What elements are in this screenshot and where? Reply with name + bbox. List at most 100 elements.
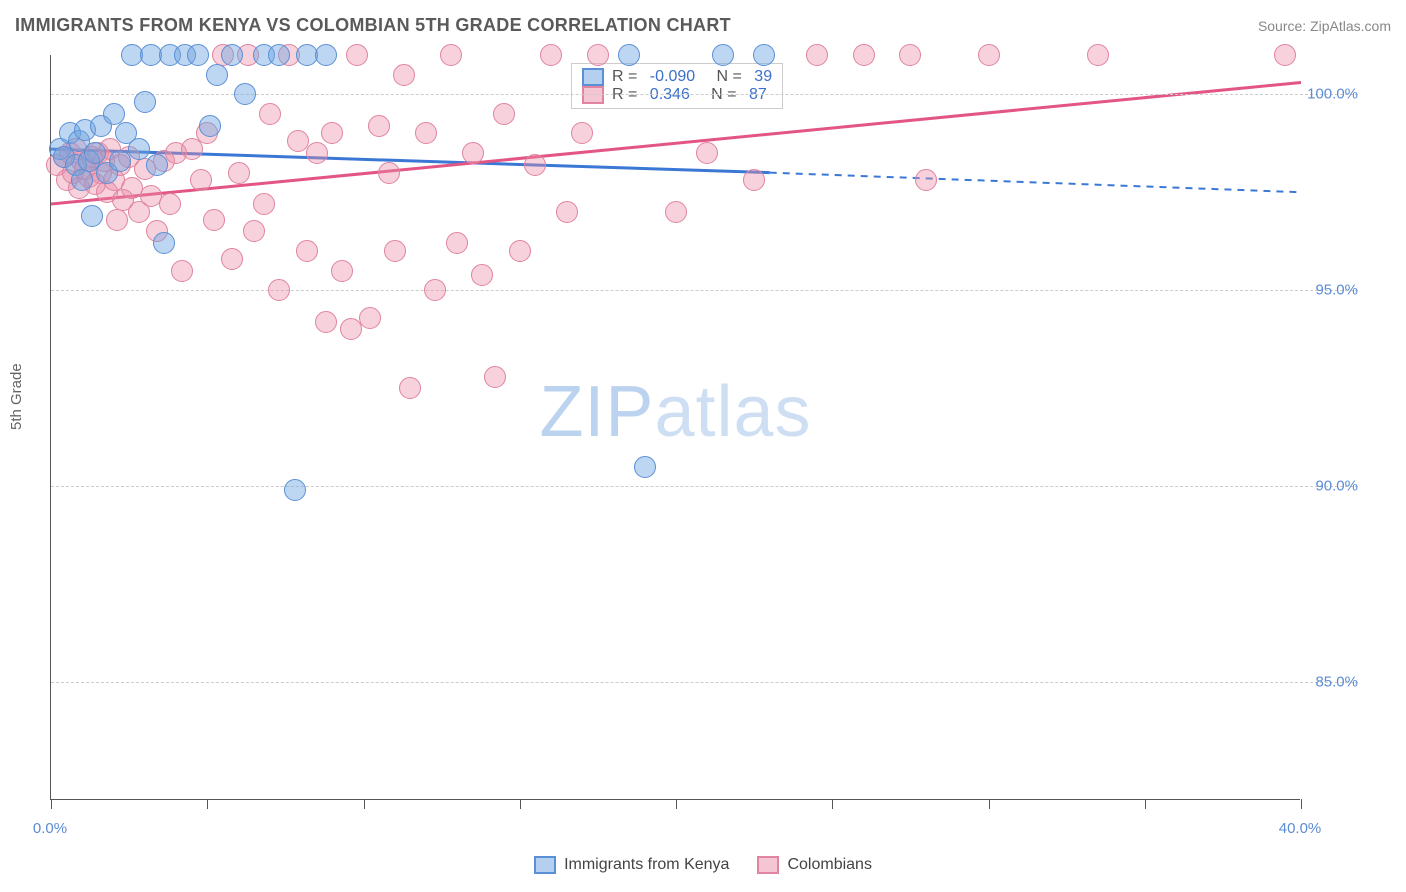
data-point	[712, 44, 734, 66]
plot-area: ZIPatlas R = -0.090 N = 39R = 0.346 N = …	[50, 55, 1300, 800]
data-point	[228, 162, 250, 184]
header: IMMIGRANTS FROM KENYA VS COLOMBIAN 5TH G…	[15, 15, 1391, 36]
y-tick-label: 85.0%	[1315, 674, 1358, 691]
legend-item: Colombians	[757, 856, 871, 874]
data-point	[199, 115, 221, 137]
r-value: -0.090	[650, 68, 695, 86]
data-point	[618, 44, 640, 66]
data-point	[446, 232, 468, 254]
x-tick-label: 0.0%	[33, 820, 67, 837]
legend-swatch	[757, 856, 779, 874]
gridline	[51, 682, 1358, 683]
data-point	[234, 83, 256, 105]
data-point	[153, 232, 175, 254]
page-title: IMMIGRANTS FROM KENYA VS COLOMBIAN 5TH G…	[15, 15, 731, 36]
r-label: R =	[612, 68, 642, 86]
y-tick-label: 100.0%	[1307, 86, 1358, 103]
data-point	[399, 377, 421, 399]
data-point	[268, 279, 290, 301]
x-tick	[676, 799, 677, 809]
watermark-bold: ZIP	[539, 372, 654, 452]
data-point	[368, 115, 390, 137]
data-point	[84, 142, 106, 164]
data-point	[634, 456, 656, 478]
data-point	[284, 479, 306, 501]
data-point	[221, 248, 243, 270]
data-point	[81, 205, 103, 227]
legend-swatch	[582, 68, 604, 86]
data-point	[524, 154, 546, 176]
data-point	[378, 162, 400, 184]
stats-legend: R = -0.090 N = 39R = 0.346 N = 87	[571, 63, 783, 109]
x-tick	[364, 799, 365, 809]
data-point	[806, 44, 828, 66]
data-point	[471, 264, 493, 286]
data-point	[696, 142, 718, 164]
data-point	[853, 44, 875, 66]
data-point	[146, 154, 168, 176]
data-point	[1087, 44, 1109, 66]
n-value: 39	[754, 68, 772, 86]
data-point	[359, 307, 381, 329]
data-point	[665, 201, 687, 223]
data-point	[753, 44, 775, 66]
legend-swatch	[534, 856, 556, 874]
x-tick	[520, 799, 521, 809]
data-point	[384, 240, 406, 262]
data-point	[587, 44, 609, 66]
data-point	[315, 44, 337, 66]
data-point	[315, 311, 337, 333]
data-point	[171, 260, 193, 282]
data-point	[159, 193, 181, 215]
gridline	[51, 486, 1358, 487]
data-point	[915, 169, 937, 191]
legend-label: Immigrants from Kenya	[564, 856, 729, 874]
data-point	[71, 169, 93, 191]
data-point	[493, 103, 515, 125]
data-point	[415, 122, 437, 144]
data-point	[978, 44, 1000, 66]
data-point	[253, 193, 275, 215]
data-point	[134, 91, 156, 113]
bottom-legend: Immigrants from Kenya Colombians	[0, 856, 1406, 874]
data-point	[899, 44, 921, 66]
data-point	[268, 44, 290, 66]
data-point	[243, 220, 265, 242]
legend-label: Colombians	[787, 856, 871, 874]
x-tick	[207, 799, 208, 809]
data-point	[556, 201, 578, 223]
data-point	[331, 260, 353, 282]
data-point	[221, 44, 243, 66]
y-axis-label: 5th Grade	[8, 363, 25, 430]
y-tick-label: 90.0%	[1315, 478, 1358, 495]
data-point	[106, 209, 128, 231]
legend-item: Immigrants from Kenya	[534, 856, 729, 874]
x-tick-label: 40.0%	[1279, 820, 1322, 837]
data-point	[206, 64, 228, 86]
data-point	[1274, 44, 1296, 66]
data-point	[540, 44, 562, 66]
x-tick	[989, 799, 990, 809]
gridline	[51, 290, 1358, 291]
data-point	[571, 122, 593, 144]
data-point	[203, 209, 225, 231]
x-tick	[832, 799, 833, 809]
data-point	[259, 103, 281, 125]
x-tick	[1145, 799, 1146, 809]
y-tick-label: 95.0%	[1315, 282, 1358, 299]
data-point	[128, 138, 150, 160]
watermark-light: atlas	[654, 372, 811, 452]
data-point	[187, 44, 209, 66]
data-point	[462, 142, 484, 164]
data-point	[393, 64, 415, 86]
stats-legend-row: R = -0.090 N = 39	[582, 68, 772, 86]
data-point	[321, 122, 343, 144]
data-point	[424, 279, 446, 301]
data-point	[346, 44, 368, 66]
data-point	[190, 169, 212, 191]
source-label: Source: ZipAtlas.com	[1258, 18, 1391, 34]
data-point	[743, 169, 765, 191]
data-point	[509, 240, 531, 262]
n-label: N =	[703, 68, 746, 86]
data-point	[306, 142, 328, 164]
